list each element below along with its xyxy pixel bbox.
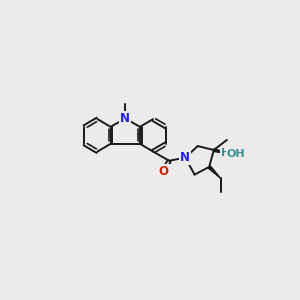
Text: O: O <box>159 165 169 178</box>
Text: N: N <box>120 112 130 125</box>
Polygon shape <box>208 166 221 178</box>
Text: H: H <box>221 148 230 158</box>
Text: N: N <box>180 151 190 164</box>
Polygon shape <box>213 148 228 154</box>
Text: OH: OH <box>227 149 245 159</box>
